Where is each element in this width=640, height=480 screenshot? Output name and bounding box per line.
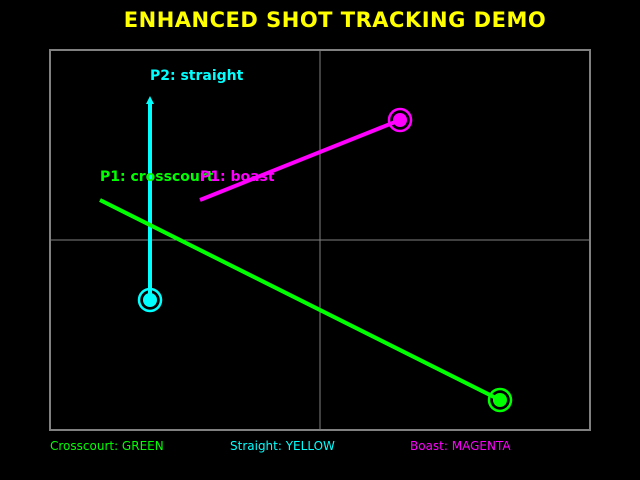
shot-p1-crosscourt-ball <box>493 393 507 407</box>
legend-boast: Boast: MAGENTA <box>410 439 511 453</box>
shot-p1-crosscourt-label: P1: crosscourt <box>100 169 214 185</box>
shot-p1-crosscourt-ball-ring <box>487 387 513 413</box>
shot-p1-crosscourt-trajectory <box>99 198 501 402</box>
shot-p1-boast-ball <box>393 113 407 127</box>
legend-crosscourt: Crosscourt: GREEN <box>50 439 164 453</box>
legend-straight: Straight: YELLOW <box>230 439 335 453</box>
shot-p2-straight-label: P2: straight <box>150 68 244 84</box>
shot-p1-crosscourt: P1: crosscourt <box>99 169 513 413</box>
shot-p2-straight-ball-ring <box>137 287 163 313</box>
shot-p2-straight: P2: straight <box>137 68 244 313</box>
shot-p2-straight-arrow-icon <box>146 96 154 104</box>
shot-p1-boast-label: P1: boast <box>200 169 275 185</box>
shot-p1-boast-trajectory <box>199 118 401 202</box>
shot-p2-straight-ball <box>143 293 157 307</box>
shot-p1-boast: P1: boast <box>199 107 413 202</box>
page-title: ENHANCED SHOT TRACKING DEMO <box>123 8 547 32</box>
shot-p1-boast-ball-ring <box>387 107 413 133</box>
